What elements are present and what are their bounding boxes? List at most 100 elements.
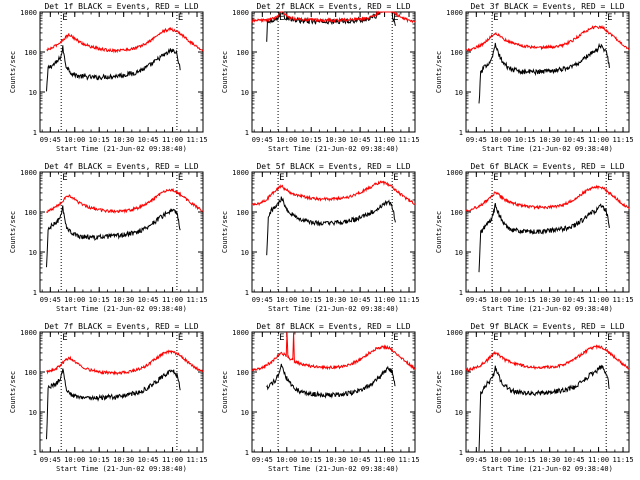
events-series-line	[478, 42, 610, 104]
x-tick-label: 09:45	[466, 296, 487, 304]
y-tick-label: 1	[33, 289, 37, 297]
y-tick-label: 10	[29, 409, 37, 417]
y-tick-label: 10	[241, 249, 249, 257]
x-tick-label: 10:15	[301, 136, 322, 144]
y-tick-label: 1000	[232, 329, 249, 337]
events-series-line	[46, 45, 181, 92]
x-tick-label: 10:30	[539, 296, 560, 304]
y-tick-label: 10	[455, 89, 463, 97]
events-series-line	[266, 11, 396, 42]
x-tick-label: 10:30	[113, 456, 134, 464]
x-axis-label: Start Time (21-Jun-02 09:38:40)	[482, 465, 613, 473]
y-axis-label: Counts/sec	[221, 371, 229, 413]
y-tick-label: 10	[455, 249, 463, 257]
y-axis-label: Counts/sec	[221, 51, 229, 93]
x-tick-label: 10:00	[276, 456, 297, 464]
panel-title: Det 5f BLACK = Events, RED = LLD	[256, 162, 410, 171]
event-marker-label: E	[493, 13, 498, 23]
y-tick-label: 1	[459, 129, 463, 137]
events-series-line	[478, 364, 610, 452]
y-axis-label: Counts/sec	[435, 371, 443, 413]
y-tick-label: 100	[450, 49, 463, 57]
x-axis-label: Start Time (21-Jun-02 09:38:40)	[268, 145, 399, 153]
x-axis-label: Start Time (21-Jun-02 09:38:40)	[482, 305, 613, 313]
x-tick-label: 10:15	[301, 456, 322, 464]
event-marker-label: E	[62, 333, 67, 343]
lld-series-line	[251, 180, 416, 207]
plot-frame	[39, 331, 204, 453]
x-tick-label: 10:45	[350, 456, 371, 464]
y-tick-label: 100	[24, 49, 37, 57]
x-tick-label: 10:15	[515, 136, 536, 144]
event-marker-label: E	[493, 173, 498, 183]
x-axis-label: Start Time (21-Jun-02 09:38:40)	[268, 305, 399, 313]
event-marker-label: E	[607, 173, 612, 183]
y-tick-label: 100	[236, 209, 249, 217]
y-tick-label: 1	[245, 129, 249, 137]
x-tick-label: 10:45	[138, 296, 159, 304]
panel-title: Det 3f BLACK = Events, RED = LLD	[470, 2, 624, 11]
x-tick-label: 10:00	[64, 456, 85, 464]
x-tick-label: 10:00	[276, 136, 297, 144]
x-axis-label: Start Time (21-Jun-02 09:38:40)	[482, 145, 613, 153]
x-tick-label: 11:15	[186, 296, 207, 304]
event-marker-label: E	[178, 333, 183, 343]
x-tick-label: 09:45	[252, 296, 273, 304]
panel-title: Det 2f BLACK = Events, RED = LLD	[256, 2, 410, 11]
x-tick-label: 09:45	[466, 136, 487, 144]
x-tick-label: 10:30	[113, 296, 134, 304]
plot-frame	[465, 171, 630, 293]
events-series-line	[266, 196, 396, 256]
x-tick-label: 10:00	[490, 456, 511, 464]
x-tick-label: 11:15	[186, 136, 207, 144]
y-tick-label: 100	[236, 49, 249, 57]
x-tick-label: 11:00	[374, 296, 395, 304]
panel-title: Det 7f BLACK = Events, RED = LLD	[44, 322, 198, 331]
plot-frame	[465, 11, 630, 133]
x-tick-label: 09:45	[466, 456, 487, 464]
x-tick-label: 10:15	[89, 296, 110, 304]
x-tick-label: 10:00	[490, 296, 511, 304]
lld-series-line	[251, 331, 416, 372]
lld-series-line	[46, 187, 204, 214]
x-tick-label: 10:15	[89, 136, 110, 144]
y-axis-label: Counts/sec	[9, 211, 17, 253]
x-tick-label: 11:00	[162, 136, 183, 144]
x-axis-label: Start Time (21-Jun-02 09:38:40)	[56, 465, 187, 473]
y-tick-label: 10	[241, 89, 249, 97]
y-tick-label: 1000	[232, 9, 249, 17]
panel-title: Det 6f BLACK = Events, RED = LLD	[470, 162, 624, 171]
x-tick-label: 09:45	[40, 296, 61, 304]
event-marker-label: E	[279, 173, 284, 183]
detector-panel: Det 5f BLACK = Events, RED = LLD 1 10 100 10…	[221, 162, 420, 313]
x-tick-label: 11:00	[588, 456, 609, 464]
lld-series-line	[465, 344, 630, 372]
lld-series-line	[46, 26, 204, 54]
events-series-line	[266, 363, 396, 399]
detector-panel: Det 3f BLACK = Events, RED = LLD 1 10 100 10…	[435, 2, 634, 153]
lld-series-line	[46, 349, 204, 376]
x-tick-label: 11:00	[374, 456, 395, 464]
plot-frame	[251, 331, 416, 453]
x-tick-label: 10:45	[564, 296, 585, 304]
x-tick-label: 11:15	[612, 296, 633, 304]
lld-series-line	[465, 24, 630, 53]
y-tick-label: 1000	[232, 169, 249, 177]
panel-title: Det 9f BLACK = Events, RED = LLD	[470, 322, 624, 331]
y-tick-label: 10	[29, 89, 37, 97]
x-tick-label: 10:00	[64, 136, 85, 144]
event-marker-label: E	[607, 13, 612, 23]
x-tick-label: 11:15	[612, 136, 633, 144]
y-tick-label: 100	[450, 209, 463, 217]
event-marker-label: E	[493, 333, 498, 343]
y-tick-label: 1000	[446, 169, 463, 177]
y-tick-label: 1000	[20, 9, 37, 17]
x-tick-label: 10:30	[325, 136, 346, 144]
x-tick-label: 11:00	[162, 296, 183, 304]
event-marker-label: E	[62, 173, 67, 183]
x-tick-label: 10:30	[113, 136, 134, 144]
event-marker-label: E	[393, 173, 398, 183]
x-tick-label: 10:45	[350, 296, 371, 304]
x-tick-label: 10:45	[350, 136, 371, 144]
